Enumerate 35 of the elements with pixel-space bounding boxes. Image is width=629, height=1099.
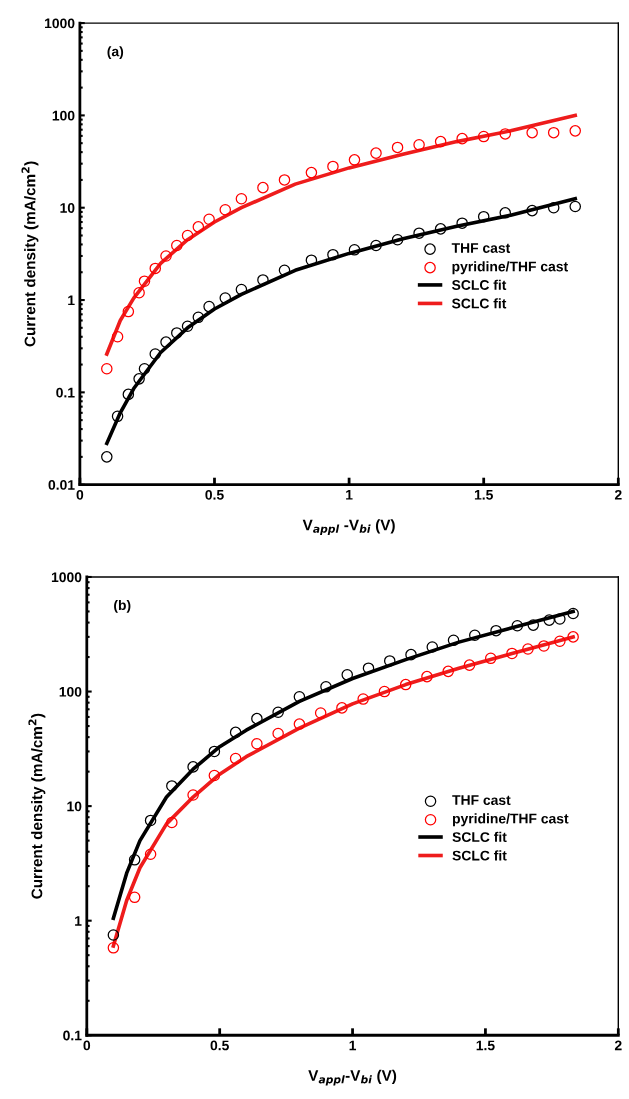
legend-label: SCLC fit [452,831,507,843]
annotation: (b) [114,599,131,613]
y-tick-label: 100 [59,686,82,697]
legend-label: pyridine/THF cast [452,261,568,275]
x-tick-label: 0.5 [205,489,224,500]
y-tick-label: 1 [68,295,75,306]
y-tick-label: 10 [67,801,82,812]
y-tick-label: 0.1 [56,387,75,398]
x-tick-label: 1.5 [474,490,493,500]
x-tick-label: 0 [83,1040,91,1051]
y-tick-label: 0.01 [48,479,75,490]
x-axis-title: V$_{appl}$ -V$_{bi}$ (V) [302,519,395,535]
y-tick-label: 10 [60,203,75,213]
y-tick-label: 1000 [45,18,75,29]
x-tick-label: 0 [76,489,84,500]
x-tick-label: 0.5 [210,1040,229,1051]
legend-label: pyridine/THF cast [452,813,569,827]
x-tick-label: 1 [346,490,353,500]
x-tick-label: 1.5 [476,1040,495,1051]
y-axis-title: Current density (mA/cm$^{2}$) [21,161,39,347]
x-axis-title: V$_{appl}$-V$_{bi}$ (V) [308,1069,397,1086]
x-tick-label: 2 [614,1040,622,1051]
x-tick-label: 2 [614,489,622,500]
x-tick-label: 1 [349,1040,357,1051]
y-tick-label: 1 [75,916,82,926]
y-tick-label: 100 [52,110,75,121]
legend-label: THF cast [451,243,511,253]
legend-label: THF cast [452,795,511,806]
y-tick-label: 0.1 [63,1030,82,1041]
legend-label: SCLC fit [452,850,507,861]
annotation: (a) [107,46,124,60]
y-axis-title: Current density (mA/cm$^{2}$) [28,713,46,899]
legend-label: SCLC fit [451,279,507,290]
legend-label: SCLC fit [451,298,507,309]
y-tick-label: 1000 [51,572,82,583]
